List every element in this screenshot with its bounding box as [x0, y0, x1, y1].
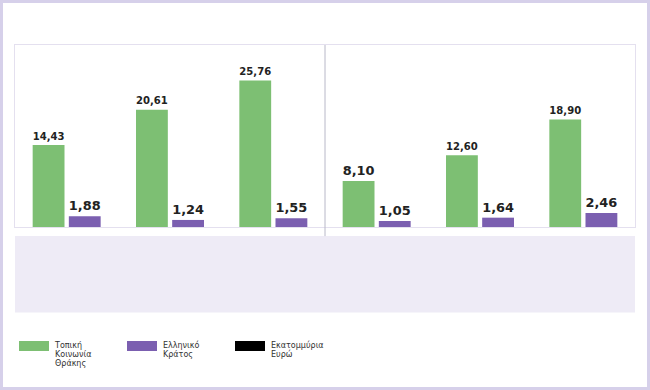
html-text:Ελληνικό Κράτος: Ελληνικό Κράτος	[163, 341, 200, 359]
svg-text:1,55: 1,55	[276, 200, 308, 215]
svg-text:2,46: 2,46	[586, 195, 618, 210]
svg-text:25,76: 25,76	[239, 66, 271, 77]
svg-text:20,61: 20,61	[136, 95, 168, 106]
html-text:Τοπική Κοινωνία Θράκης: Τοπική Κοινωνία Θράκης	[55, 341, 92, 368]
svg-text:1,05: 1,05	[379, 203, 411, 218]
svg-text:1,88: 1,88	[69, 198, 101, 213]
svg-text:1,24: 1,24	[172, 202, 204, 217]
svg-text:8,10: 8,10	[343, 163, 375, 178]
svg-text:1,64: 1,64	[482, 200, 514, 215]
svg-text:14,43: 14,43	[33, 131, 65, 142]
svg-text:12,60: 12,60	[446, 141, 478, 152]
svg-text:18,90: 18,90	[549, 105, 581, 116]
html-text:Εκατομμύρια Ευρώ: Εκατομμύρια Ευρώ	[271, 341, 324, 359]
